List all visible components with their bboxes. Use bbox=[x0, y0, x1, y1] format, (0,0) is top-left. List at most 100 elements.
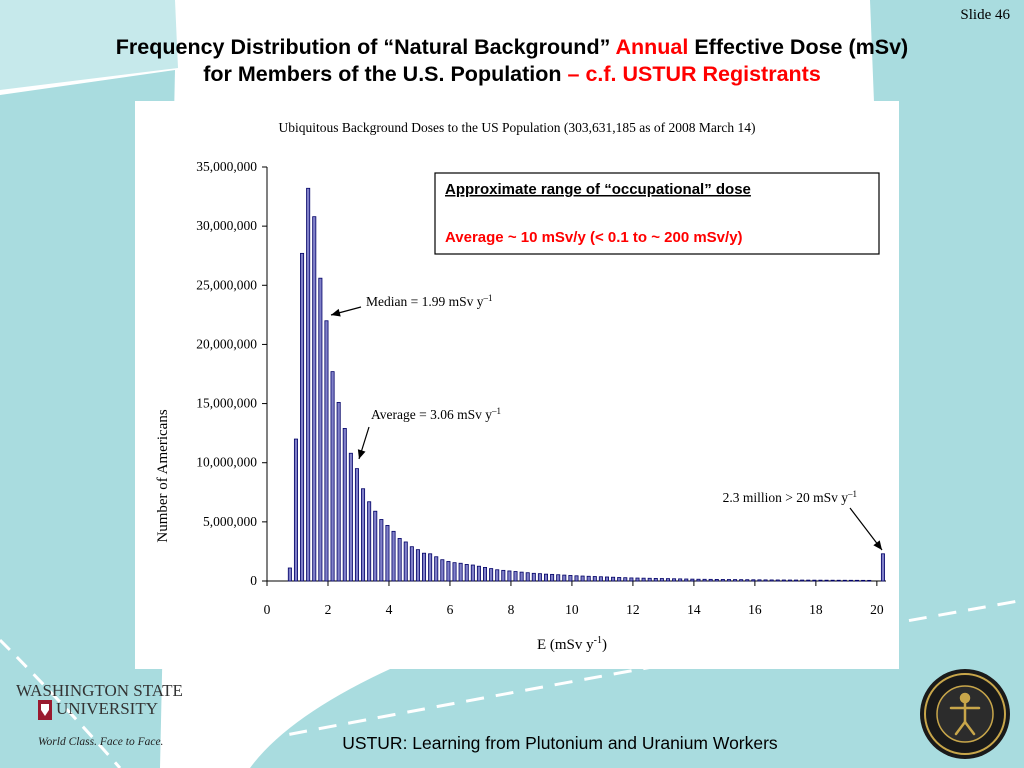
histogram-bar bbox=[592, 576, 597, 582]
histogram-bar bbox=[385, 525, 390, 582]
histogram-bar bbox=[751, 579, 756, 582]
histogram-bar bbox=[690, 578, 695, 582]
x-tick-label: 8 bbox=[508, 602, 515, 617]
annotation-label-sup: –1 bbox=[483, 293, 493, 303]
chart-title: Ubiquitous Background Doses to the US Po… bbox=[279, 120, 756, 135]
y-tick-label: 30,000,000 bbox=[196, 218, 257, 233]
y-tick-label: 10,000,000 bbox=[196, 455, 257, 470]
histogram-bar bbox=[428, 553, 433, 582]
histogram-bar bbox=[519, 571, 524, 582]
histogram-bar bbox=[598, 576, 603, 582]
annotation-label-text: 2.3 million > 20 mSv y bbox=[723, 490, 849, 505]
x-tick-label: 16 bbox=[748, 602, 762, 617]
histogram-bar bbox=[470, 564, 475, 582]
histogram-bar bbox=[696, 578, 701, 582]
chart-bars bbox=[287, 187, 885, 582]
y-tick-label: 20,000,000 bbox=[196, 336, 257, 351]
histogram-bar bbox=[733, 579, 738, 582]
wsu-logo: WASHINGTON STATE UNIVERSITY World Class.… bbox=[16, 681, 183, 748]
histogram-bar bbox=[617, 577, 622, 582]
histogram-bar bbox=[483, 566, 488, 582]
annotation-label-text: Median = 1.99 mSv y bbox=[366, 294, 484, 309]
title-line1-b: Effective Dose (mSv) bbox=[688, 35, 909, 59]
title-line1-a: Frequency Distribution of “Natural Backg… bbox=[115, 35, 616, 59]
histogram-bar bbox=[354, 468, 359, 582]
x-tick-label: 10 bbox=[565, 602, 579, 617]
x-tick-label: 4 bbox=[386, 602, 393, 617]
x-tick-label: 12 bbox=[626, 602, 640, 617]
histogram-bar bbox=[409, 546, 414, 582]
histogram-bar bbox=[611, 576, 616, 582]
dose-histogram-chart: Ubiquitous Background Doses to the US Po… bbox=[155, 120, 886, 653]
histogram-bar bbox=[568, 575, 573, 582]
histogram-bar bbox=[574, 575, 579, 582]
histogram-bar bbox=[629, 577, 634, 582]
histogram-bar bbox=[623, 577, 628, 582]
y-tick-label: 15,000,000 bbox=[196, 396, 257, 411]
histogram-bar bbox=[464, 564, 469, 582]
x-tick-label: 6 bbox=[447, 602, 454, 617]
histogram-bar bbox=[458, 562, 463, 582]
histogram-bar bbox=[745, 579, 750, 582]
histogram-bar bbox=[391, 530, 396, 582]
histogram-bar bbox=[293, 438, 298, 582]
annotation-arrowhead bbox=[873, 540, 882, 550]
x-axis-label-text: E (mSv y bbox=[537, 637, 594, 653]
histogram-bar bbox=[489, 568, 494, 582]
histogram-bar bbox=[348, 452, 353, 582]
wsu-cougar-icon bbox=[38, 700, 52, 720]
ustur-seal bbox=[920, 669, 1010, 759]
histogram-bar bbox=[800, 579, 805, 582]
x-tick-label: 20 bbox=[870, 602, 884, 617]
histogram-bar bbox=[300, 252, 305, 582]
histogram-bar bbox=[373, 510, 378, 582]
title-line2-red: – c.f. USTUR Registrants bbox=[567, 62, 821, 86]
histogram-bar bbox=[702, 578, 707, 582]
histogram-bar bbox=[763, 579, 768, 582]
slide-number: Slide 46 bbox=[960, 7, 1010, 23]
histogram-bar bbox=[367, 501, 372, 582]
annotation-label-sup: –1 bbox=[847, 489, 857, 499]
histogram-bar bbox=[659, 578, 664, 582]
histogram-bar bbox=[342, 428, 347, 582]
histogram-bar bbox=[525, 572, 530, 582]
histogram-bar bbox=[757, 579, 762, 582]
histogram-bar bbox=[855, 579, 860, 582]
histogram-bar bbox=[324, 320, 329, 582]
histogram-bar bbox=[861, 579, 866, 582]
annotation-arrowhead bbox=[331, 308, 341, 317]
histogram-bar bbox=[787, 579, 792, 582]
histogram-bar bbox=[501, 569, 506, 582]
histogram-bar bbox=[647, 577, 652, 582]
y-axis-label: Number of Americans bbox=[155, 409, 171, 542]
wsu-logo-line1: WASHINGTON STATE bbox=[16, 681, 183, 700]
histogram-bar bbox=[379, 519, 384, 582]
histogram-bar bbox=[880, 553, 885, 582]
histogram-bar bbox=[641, 577, 646, 582]
footer-text: USTUR: Learning from Plutonium and Urani… bbox=[342, 733, 778, 753]
histogram-bar bbox=[812, 579, 817, 582]
histogram-bar bbox=[446, 561, 451, 582]
histogram-bar bbox=[544, 573, 549, 582]
histogram-bar bbox=[556, 574, 561, 582]
occupational-box-text: Average ~ 10 mSv/y (< 0.1 to ~ 200 mSv/y… bbox=[445, 229, 743, 246]
histogram-bar bbox=[726, 579, 731, 582]
histogram-bar bbox=[708, 578, 713, 582]
histogram-bar bbox=[580, 575, 585, 582]
histogram-bar bbox=[397, 538, 402, 582]
occupational-dose-box bbox=[434, 172, 880, 255]
annotation-label-text: Average = 3.06 mSv y bbox=[371, 407, 492, 422]
histogram-bar bbox=[672, 578, 677, 582]
x-tick-label: 18 bbox=[809, 602, 823, 617]
histogram-bar bbox=[318, 277, 323, 582]
histogram-bar bbox=[537, 573, 542, 582]
annotation-label: 2.3 million > 20 mSv y–1 bbox=[723, 489, 857, 505]
histogram-bar bbox=[806, 579, 811, 582]
histogram-bar bbox=[495, 569, 500, 582]
histogram-bar bbox=[422, 552, 427, 582]
histogram-bar bbox=[361, 488, 366, 582]
histogram-bar bbox=[665, 578, 670, 582]
histogram-bar bbox=[531, 572, 536, 582]
histogram-bar bbox=[507, 570, 512, 582]
